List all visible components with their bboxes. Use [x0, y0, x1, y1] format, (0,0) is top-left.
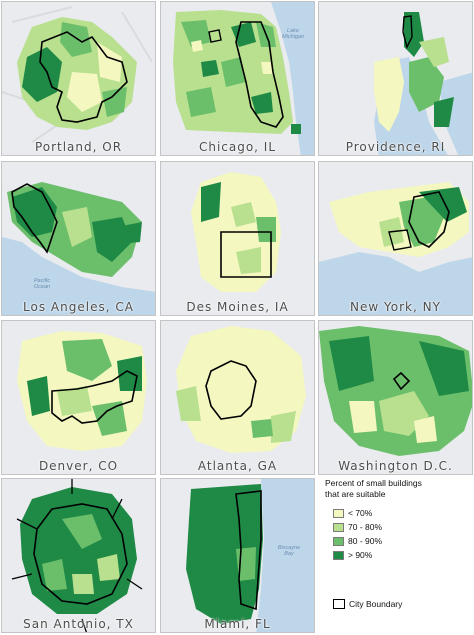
washington-map [319, 326, 472, 456]
map-panel-des-moines: Des Moines, IA [160, 161, 315, 316]
chicago-map: Lake Michigan [173, 2, 314, 155]
city-label-san-antonio: San Antonio, TX [23, 617, 134, 631]
map-legend: Percent of small buildings that are suit… [325, 478, 470, 628]
city-label-new-york: New York, NY [350, 300, 441, 314]
city-label-miami: Miami, FL [204, 617, 271, 631]
legend-item-80-90: 80 - 90% [333, 536, 382, 546]
legend-swatch [333, 536, 344, 546]
legend-item-city-boundary: City Boundary [333, 599, 402, 609]
map-panel-los-angeles: Pacific Ocean Los Angeles, CA [1, 161, 156, 316]
map-panel-denver: Denver, CO [1, 320, 156, 475]
boundary-swatch [333, 599, 345, 609]
legend-swatch [333, 508, 344, 518]
miami-map: Biscayne Bay [186, 479, 314, 632]
legend-swatch [333, 522, 344, 532]
legend-label: > 90% [348, 550, 373, 560]
legend-label: 70 - 80% [348, 522, 383, 532]
legend-swatch [333, 550, 344, 560]
water-label-lake-michigan: Lake Michigan [282, 28, 304, 40]
des-moines-map [191, 172, 281, 292]
city-label-portland: Portland, OR [34, 140, 123, 154]
map-panel-chicago: Lake Michigan Chicago, IL [160, 1, 315, 156]
city-label-atlanta: Atlanta, GA [197, 459, 278, 473]
legend-title-line2: that are suitable [325, 489, 386, 499]
legend-title: Percent of small buildings that are suit… [325, 478, 470, 500]
legend-label: 80 - 90% [348, 536, 383, 546]
map-panel-atlanta: Atlanta, GA [160, 320, 315, 475]
san-antonio-map [11, 479, 143, 632]
denver-map [17, 331, 147, 451]
portland-map [2, 6, 153, 143]
legend-item-70-80: 70 - 80% [333, 522, 382, 532]
legend-label: < 70% [348, 508, 373, 518]
city-label-chicago: Chicago, IL [198, 140, 277, 154]
map-panel-new-york: New York, NY [318, 161, 473, 316]
city-label-providence: Providence, RI [345, 140, 446, 154]
map-panel-miami: Biscayne Bay Miami, FL [160, 478, 315, 633]
map-panel-san-antonio: San Antonio, TX [1, 478, 156, 633]
legend-boundary-label: City Boundary [349, 599, 403, 609]
water-label-biscayne-bay: Biscayne Bay [278, 545, 300, 557]
legend-item-above-90: > 90% [333, 550, 372, 560]
los-angeles-map: Pacific Ocean [2, 182, 155, 315]
city-label-des-moines: Des Moines, IA [186, 300, 289, 314]
map-panel-providence: Providence, RI [318, 1, 473, 156]
legend-item-below-70: < 70% [333, 508, 372, 518]
water-label-pacific-ocean: Pacific Ocean [34, 278, 50, 290]
legend-title-line1: Percent of small buildings [325, 478, 422, 488]
city-label-washington: Washington D.C. [338, 459, 453, 473]
atlanta-map [176, 326, 306, 453]
providence-map [374, 12, 472, 155]
map-panel-washington: Washington D.C. [318, 320, 473, 475]
city-label-denver: Denver, CO [38, 459, 119, 473]
new-york-map [319, 182, 472, 315]
map-panel-portland: Portland, OR [1, 1, 156, 156]
city-label-los-angeles: Los Angeles, CA [23, 300, 134, 314]
